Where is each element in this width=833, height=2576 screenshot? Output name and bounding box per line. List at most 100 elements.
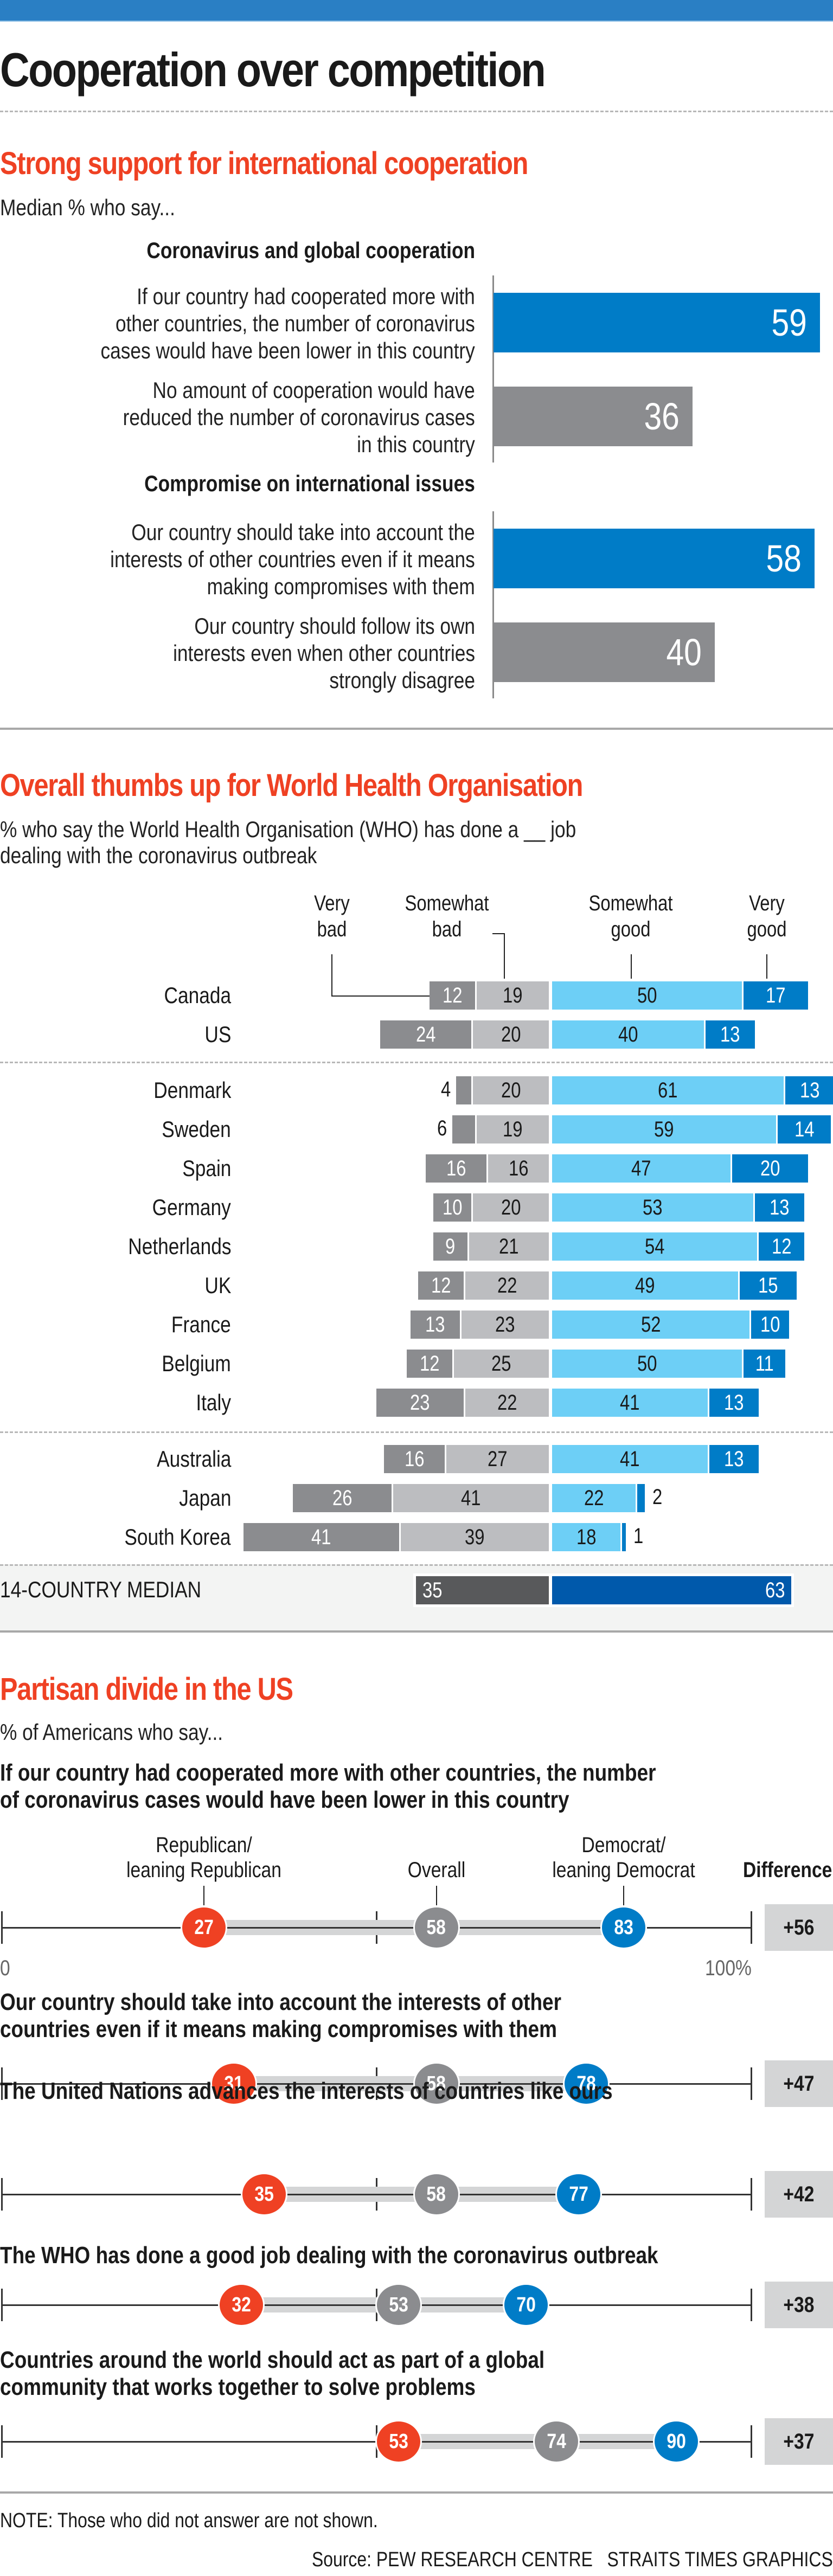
segment-very-bad: 10 <box>433 1193 471 1222</box>
section2-subtitle-line2: dealing with the coronavirus outbreak <box>0 843 317 868</box>
section2-divider <box>0 1630 833 1633</box>
segment-very-good: 10 <box>751 1311 789 1339</box>
dot-republican-label: 31 <box>224 2072 244 2095</box>
country-label: UK <box>204 1273 231 1298</box>
segment-very-good: 12 <box>759 1232 804 1261</box>
segment-somewhat-good: 50 <box>552 1350 742 1378</box>
axis-tick-100 <box>751 2289 752 2321</box>
segment-somewhat-good: 47 <box>552 1154 731 1183</box>
statement-text: Our country should take into account the… <box>110 519 475 600</box>
axis-tick-0 <box>1 2178 3 2211</box>
segment-somewhat-bad: 22 <box>465 1271 549 1300</box>
segment-somewhat-good-label: 50 <box>637 983 657 1007</box>
segment-somewhat-good: 40 <box>552 1020 704 1049</box>
country-label: Denmark <box>153 1077 231 1103</box>
segment-somewhat-good-label: 53 <box>643 1195 663 1219</box>
segment-very-good-label: 13 <box>724 1390 744 1415</box>
statement-line: cases would have been lower in this coun… <box>100 338 475 363</box>
dot-democrat: 90 <box>652 2420 700 2463</box>
axis-tick-0 <box>1 2289 3 2321</box>
group-heading: Coronavirus and global cooperation <box>146 237 475 263</box>
segment-very-bad-label: 16 <box>404 1447 425 1471</box>
segment-somewhat-bad: 39 <box>401 1523 549 1551</box>
segment-very-bad: 16 <box>384 1445 445 1473</box>
segment-somewhat-bad: 23 <box>462 1311 549 1339</box>
segment-somewhat-bad-label: 25 <box>491 1351 511 1376</box>
page-title: Cooperation over competition <box>0 43 546 97</box>
segment-somewhat-bad: 22 <box>465 1389 549 1417</box>
segment-very-good-label: 15 <box>758 1273 778 1297</box>
country-label: Sweden <box>162 1116 231 1142</box>
difference-box-label: +47 <box>783 2071 815 2096</box>
difference-box-label: +37 <box>783 2429 815 2453</box>
footnote: NOTE: Those who did not answer are not s… <box>0 2509 378 2532</box>
dot-republican: 35 <box>240 2173 287 2216</box>
segment-somewhat-good: 59 <box>552 1115 776 1144</box>
leader-somewhat-bad-h <box>492 933 504 934</box>
country-label: South Korea <box>124 1524 231 1550</box>
segment-very-bad-label: 12 <box>419 1351 440 1376</box>
segment-somewhat-bad-label: 41 <box>461 1486 481 1510</box>
segment-somewhat-good: 54 <box>552 1232 757 1261</box>
segment-somewhat-good-label: 49 <box>635 1273 655 1297</box>
statement-line: Our country should follow its own <box>194 613 476 639</box>
question-line: of coronavirus cases would have been low… <box>0 1787 569 1813</box>
axis-max-label: 100% <box>705 1956 752 1980</box>
segment-very-good-label: 10 <box>760 1312 780 1337</box>
dot-democrat: 83 <box>600 1906 648 1949</box>
segment-very-bad-label: 12 <box>442 983 463 1007</box>
segment-very-bad: 13 <box>411 1311 460 1339</box>
legend-democrat-line: Democrat/ <box>581 1833 666 1857</box>
segment-somewhat-good: 53 <box>552 1193 753 1222</box>
segment-very-bad: 23 <box>376 1389 464 1417</box>
question-heading: Countries around the world should act as… <box>0 2347 544 2401</box>
segment-somewhat-bad-label: 27 <box>488 1447 508 1471</box>
axis-line-over <box>234 2083 586 2085</box>
segment-somewhat-good-label: 18 <box>576 1525 597 1549</box>
segment-somewhat-good-label: 41 <box>620 1390 640 1415</box>
country-label: Italy <box>196 1390 231 1415</box>
median-bad-bar: 35 <box>416 1576 549 1604</box>
segment-somewhat-bad: 20 <box>473 1020 549 1049</box>
segment-very-good: 17 <box>744 981 808 1010</box>
axis-tick-0 <box>1 1911 3 1944</box>
top-color-bar <box>0 0 833 22</box>
question-line: If our country had cooperated more with … <box>0 1759 656 1786</box>
segment-somewhat-bad-label: 23 <box>495 1312 515 1337</box>
country-label: Spain <box>182 1155 231 1181</box>
dot-republican-label: 32 <box>232 2293 251 2316</box>
dot-overall-label: 58 <box>426 1916 446 1939</box>
segment-very-good: 14 <box>778 1115 831 1144</box>
section2-title: Overall thumbs up for World Health Organ… <box>0 768 583 803</box>
dot-democrat-label: 83 <box>614 1916 633 1939</box>
leader-somewhat-good <box>631 954 632 979</box>
group-heading: Compromise on international issues <box>144 471 475 496</box>
question-heading: If our country had cooperated more with … <box>0 1759 656 1814</box>
dot-republican-label: 35 <box>254 2182 274 2206</box>
segment-somewhat-good-label: 41 <box>620 1447 640 1471</box>
dot-overall: 53 <box>375 2283 422 2327</box>
axis-tick-100 <box>751 2067 752 2100</box>
legend-overall-line: Overall <box>407 1858 465 1882</box>
question-heading: Our country should take into account the… <box>0 1989 561 2043</box>
source-text: Source: PEW RESEARCH CENTRE <box>312 2548 593 2571</box>
statement-text: No amount of cooperation would have reduc… <box>123 377 475 458</box>
bar-no-label: 36 <box>644 395 680 438</box>
statement-line: interests of other countries even if it … <box>110 547 475 572</box>
segment-very-good: 11 <box>744 1350 785 1378</box>
median-label: 14-COUNTRY MEDIAN <box>0 1577 202 1602</box>
statement-line: Our country should take into account the <box>131 519 476 545</box>
dot-overall: 74 <box>533 2420 580 2463</box>
question-heading: The WHO has done a good job dealing with… <box>0 2242 658 2269</box>
statement-line: strongly disagree <box>329 667 475 693</box>
segment-somewhat-bad: 41 <box>393 1484 549 1512</box>
dot-overall-label: 58 <box>426 2182 446 2206</box>
difference-box-label: +42 <box>783 2182 815 2206</box>
source-credit: Source: PEW RESEARCH CENTRE STRAITS TIME… <box>312 2548 833 2572</box>
dot-democrat: 77 <box>555 2173 603 2216</box>
segment-very-good-value: 2 <box>652 1485 663 1509</box>
footer-divider <box>0 2491 833 2494</box>
segment-very-good: 13 <box>706 1020 755 1049</box>
dot-republican-label: 53 <box>389 2430 409 2453</box>
difference-box: +37 <box>765 2418 833 2465</box>
